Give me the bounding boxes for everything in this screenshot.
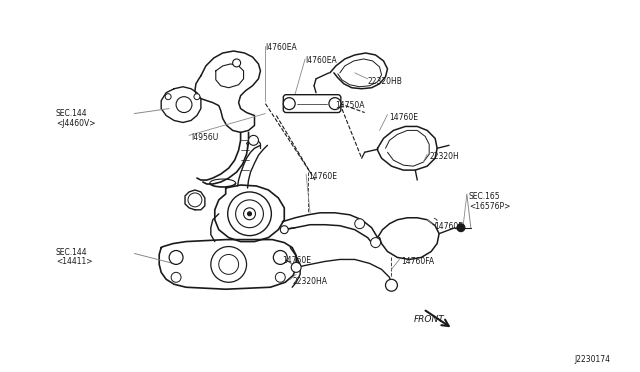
Circle shape	[236, 200, 264, 228]
Text: I4760EA: I4760EA	[305, 56, 337, 65]
Circle shape	[244, 208, 255, 220]
Text: I4956U: I4956U	[191, 134, 218, 142]
Text: FRONT: FRONT	[413, 315, 444, 324]
Text: 14750A: 14750A	[335, 101, 364, 110]
Text: 22320HA: 22320HA	[292, 277, 327, 286]
Circle shape	[248, 212, 252, 216]
Text: 14760E: 14760E	[282, 256, 311, 266]
Text: 14760FA: 14760FA	[401, 257, 435, 266]
Circle shape	[385, 279, 397, 291]
Circle shape	[291, 262, 301, 272]
FancyBboxPatch shape	[284, 95, 341, 113]
Circle shape	[233, 59, 241, 67]
Text: 14760E: 14760E	[434, 222, 463, 231]
Circle shape	[165, 94, 171, 100]
Text: 14760E: 14760E	[390, 113, 419, 122]
Circle shape	[457, 224, 465, 232]
Circle shape	[169, 250, 183, 264]
Circle shape	[273, 250, 287, 264]
Text: 14760E: 14760E	[308, 172, 337, 181]
Text: <16576P>: <16576P>	[469, 202, 510, 211]
Text: SEC.144: SEC.144	[56, 247, 88, 257]
Circle shape	[194, 94, 200, 100]
Text: SEC.165: SEC.165	[469, 192, 500, 201]
Circle shape	[275, 272, 285, 282]
Circle shape	[219, 254, 239, 274]
Text: SEC.144: SEC.144	[56, 109, 88, 118]
Text: 22320H: 22320H	[429, 152, 459, 161]
Text: <J4460V>: <J4460V>	[56, 119, 95, 128]
Circle shape	[284, 98, 295, 110]
Circle shape	[329, 98, 341, 110]
Circle shape	[248, 135, 259, 145]
Text: J2230174: J2230174	[574, 355, 610, 364]
Text: I4760EA: I4760EA	[266, 43, 297, 52]
Circle shape	[188, 193, 202, 207]
Circle shape	[171, 272, 181, 282]
Circle shape	[371, 238, 381, 247]
Circle shape	[228, 192, 271, 235]
Circle shape	[280, 226, 288, 234]
Circle shape	[211, 247, 246, 282]
Circle shape	[176, 97, 192, 113]
Text: <14411>: <14411>	[56, 257, 93, 266]
Text: 22320HB: 22320HB	[367, 77, 403, 86]
Circle shape	[355, 219, 365, 229]
